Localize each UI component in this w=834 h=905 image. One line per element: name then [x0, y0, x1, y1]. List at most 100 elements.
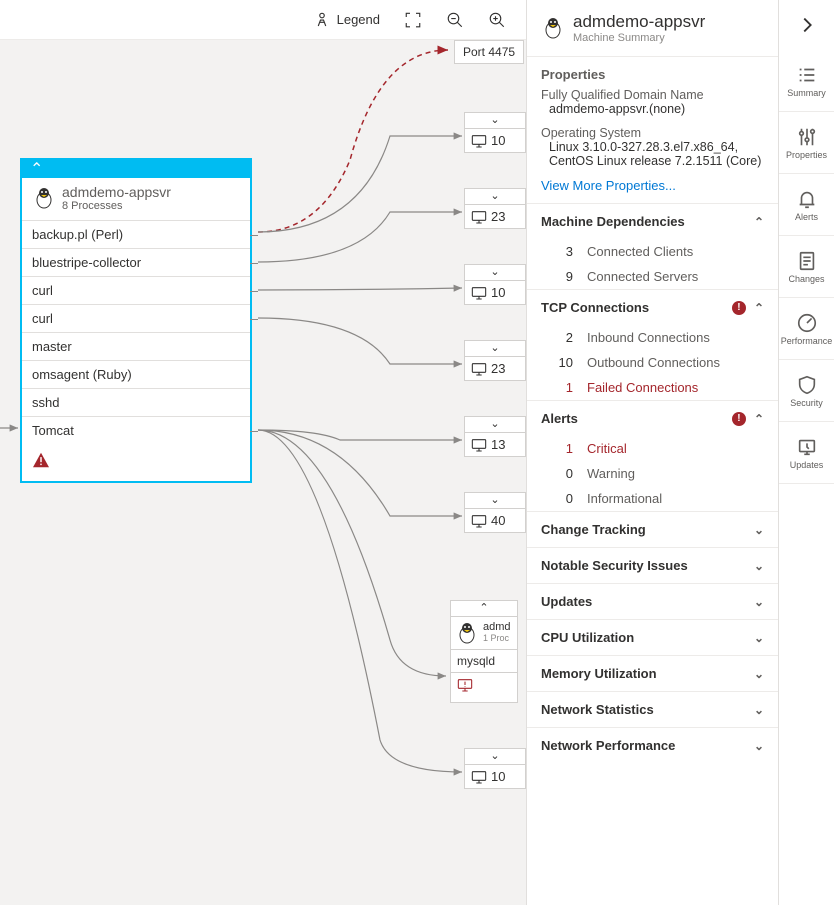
process-row[interactable]: sshd	[22, 388, 250, 416]
process-row[interactable]: master	[22, 332, 250, 360]
rail-label: Alerts	[795, 212, 818, 222]
shield-icon	[796, 374, 818, 396]
tcp-count: 2	[555, 330, 573, 345]
zoom-in-icon	[488, 11, 506, 29]
zoom-in-button[interactable]	[480, 7, 514, 33]
process-row[interactable]: bluestripe-collector	[22, 248, 250, 276]
client-count: 40	[491, 513, 505, 528]
chevron-down-icon[interactable]: ⌄	[465, 341, 525, 357]
chevron-down-icon: ⌄	[754, 739, 764, 753]
chevron-down-icon: ⌄	[754, 595, 764, 609]
map-toolbar: Legend	[0, 0, 526, 40]
client-group-node[interactable]: ⌄ 13	[464, 416, 526, 457]
machine-title: admd	[483, 621, 511, 633]
section-alerts[interactable]: Alerts ! ⌃	[527, 400, 778, 436]
monitor-icon	[471, 438, 487, 452]
linux-icon	[541, 16, 565, 40]
rail-label: Properties	[786, 150, 827, 160]
rail-alerts[interactable]: Alerts	[779, 174, 834, 236]
rail-security[interactable]: Security	[779, 360, 834, 422]
alert-row[interactable]: 0Warning	[527, 461, 778, 486]
process-row[interactable]: mysqld	[451, 649, 517, 672]
chevron-down-icon[interactable]: ⌄	[465, 493, 525, 509]
process-row[interactable]: Tomcat	[22, 416, 250, 444]
rail-changes[interactable]: Changes	[779, 236, 834, 298]
rail-summary[interactable]: Summary	[779, 50, 834, 112]
alert-label: Critical	[587, 441, 627, 456]
alert-count: 1	[555, 441, 573, 456]
rail-label: Updates	[790, 460, 824, 470]
process-row[interactable]: backup.pl (Perl)	[22, 220, 250, 248]
tcp-row[interactable]: 2Inbound Connections	[527, 325, 778, 350]
tcp-count: 1	[555, 380, 573, 395]
fit-button[interactable]	[396, 7, 430, 33]
section-machine-dependencies[interactable]: Machine Dependencies ⌃	[527, 203, 778, 239]
client-group-node[interactable]: ⌄ 40	[464, 492, 526, 533]
port-node[interactable]: Port 4475	[454, 40, 524, 64]
section-collapsed[interactable]: Network Performance⌄	[527, 727, 778, 763]
tcp-row[interactable]: 1Failed Connections	[527, 375, 778, 400]
dep-label: Connected Servers	[587, 269, 698, 284]
rail-updates[interactable]: Updates	[779, 422, 834, 484]
process-row[interactable]: curl	[22, 276, 250, 304]
section-collapsed[interactable]: Memory Utilization⌄	[527, 655, 778, 691]
zoom-out-icon	[446, 11, 464, 29]
expand-panel-button[interactable]	[779, 0, 834, 50]
legend-button[interactable]: Legend	[305, 7, 388, 33]
machine-alert-icon	[451, 672, 517, 702]
alert-row[interactable]: 0Informational	[527, 486, 778, 511]
alert-row[interactable]: 1 Critical	[527, 436, 778, 461]
chevron-down-icon[interactable]: ⌄	[465, 417, 525, 433]
section-label: Machine Dependencies	[541, 214, 685, 229]
process-row[interactable]: curl	[22, 304, 250, 332]
client-count: 23	[491, 209, 505, 224]
chevron-up-icon[interactable]: ⌃	[451, 601, 517, 617]
chevron-down-icon[interactable]: ⌄	[465, 189, 525, 205]
client-count: 10	[491, 285, 505, 300]
process-row[interactable]: omsagent (Ruby)	[22, 360, 250, 388]
chevron-down-icon: ⌄	[754, 667, 764, 681]
section-label: Network Statistics	[541, 702, 654, 717]
client-group-node[interactable]: ⌄ 10	[464, 112, 526, 153]
dep-count: 9	[555, 269, 573, 284]
machine-node[interactable]: ⌃ admd 1 Proc mysqld	[450, 600, 518, 703]
fqdn-value: admdemo-appsvr.(none)	[541, 102, 764, 116]
section-collapsed[interactable]: Network Statistics ⌄	[527, 691, 778, 727]
chevron-down-icon: ⌄	[754, 703, 764, 717]
section-collapsed[interactable]: CPU Utilization⌄	[527, 619, 778, 655]
rail-label: Security	[790, 398, 823, 408]
client-count: 13	[491, 437, 505, 452]
dependency-map-canvas[interactable]: Port 4475 ⌄ 10 ⌄ 23 ⌄ 10 ⌄ 23 ⌄ 13 ⌄ 40 …	[0, 40, 526, 905]
linux-icon	[455, 621, 479, 645]
client-group-node[interactable]: ⌄ 23	[464, 340, 526, 381]
dependency-row[interactable]: 3Connected Clients	[527, 239, 778, 264]
chevron-down-icon: ⌄	[754, 523, 764, 537]
alert-label: Informational	[587, 491, 662, 506]
linux-icon	[32, 186, 56, 210]
zoom-out-button[interactable]	[438, 7, 472, 33]
client-group-node[interactable]: ⌄ 10	[464, 264, 526, 305]
panel-subtitle: Machine Summary	[573, 32, 705, 44]
machine-subtitle: 1 Proc	[483, 633, 511, 643]
machine-node-main[interactable]: ⌃ admdemo-appsvr 8 Processes backup.pl (…	[20, 158, 252, 483]
chevron-down-icon[interactable]: ⌄	[465, 749, 525, 765]
view-more-properties-link[interactable]: View More Properties...	[541, 178, 764, 193]
section-label: Notable Security Issues	[541, 558, 688, 573]
section-label: TCP Connections	[541, 300, 649, 315]
client-group-node[interactable]: ⌄ 10	[464, 748, 526, 789]
chevron-up-icon[interactable]: ⌃	[22, 160, 250, 178]
alert-count: 0	[555, 466, 573, 481]
section-collapsed[interactable]: Notable Security Issues⌄	[527, 547, 778, 583]
section-tcp-connections[interactable]: TCP Connections ! ⌃	[527, 289, 778, 325]
client-group-node[interactable]: ⌄ 23	[464, 188, 526, 229]
dependency-row[interactable]: 9 Connected Servers	[527, 264, 778, 289]
chevron-down-icon[interactable]: ⌄	[465, 265, 525, 281]
section-collapsed[interactable]: Updates⌄	[527, 583, 778, 619]
chevron-down-icon[interactable]: ⌄	[465, 113, 525, 129]
rail-performance[interactable]: Performance	[779, 298, 834, 360]
tcp-row[interactable]: 10Outbound Connections	[527, 350, 778, 375]
section-collapsed[interactable]: Change Tracking⌄	[527, 511, 778, 547]
rail-properties[interactable]: Properties	[779, 112, 834, 174]
sliders-icon	[796, 126, 818, 148]
chevron-down-icon: ⌄	[754, 631, 764, 645]
